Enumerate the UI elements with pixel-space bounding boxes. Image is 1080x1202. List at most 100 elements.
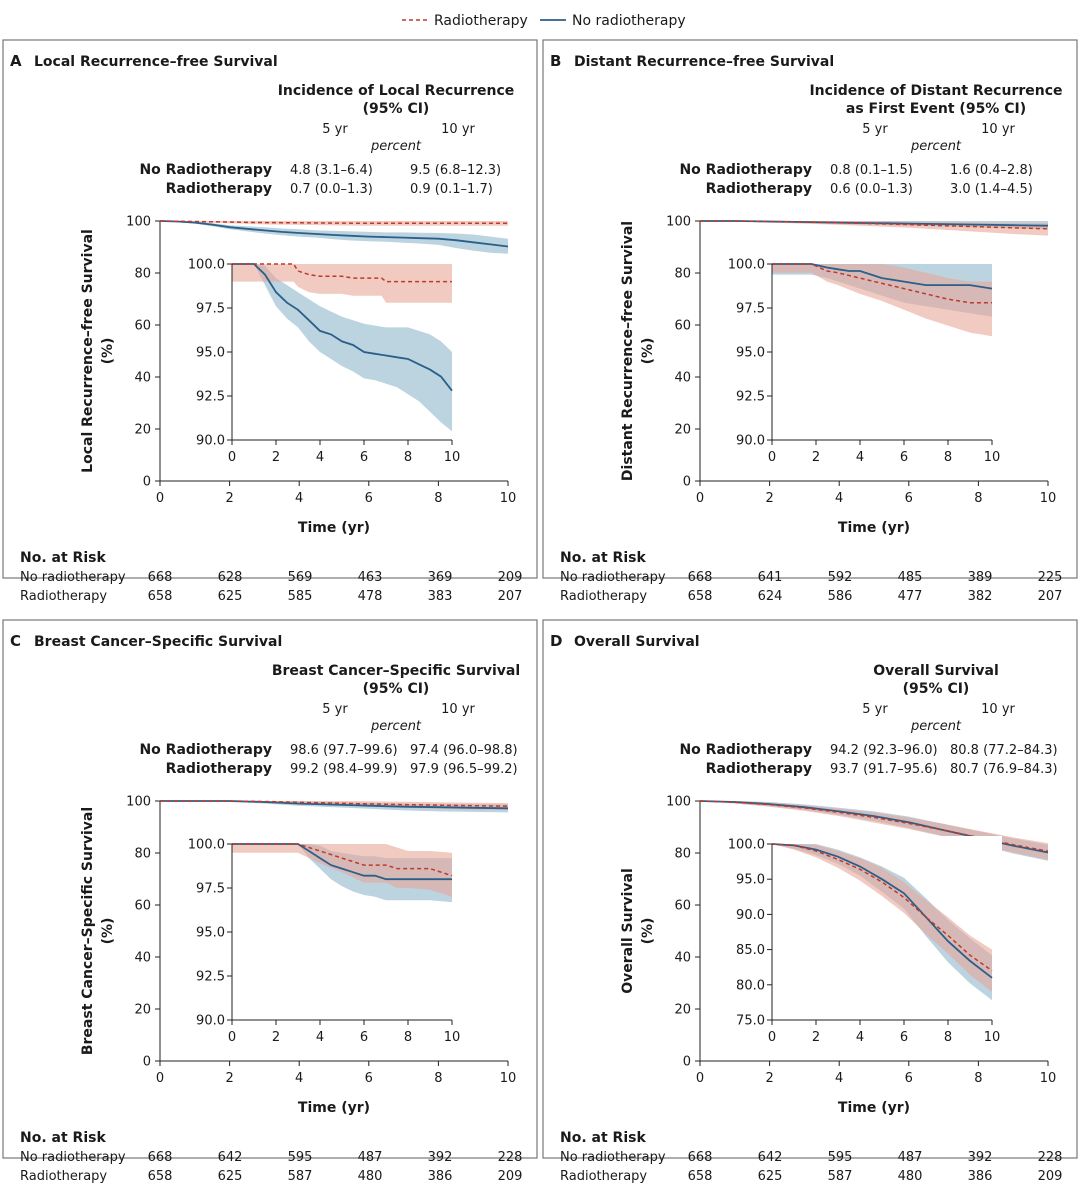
table-no-rt-10yr: 9.5 (6.8–12.3) [410,163,501,178]
risk-table: No. at Risk No radiotherapy Radiotherapy 66… [560,1130,1062,1184]
y-tick-label: 20 [134,423,151,438]
table-title-line1: Overall Survival [873,663,999,679]
x-tick-label: 10 [1040,1071,1057,1086]
inset-y-tick-label: 92.5 [196,390,225,405]
inset-y-tick-label: 100.0 [728,838,765,853]
main-ci-no-radiotherapy [160,221,508,254]
y-tick-label: 20 [674,423,691,438]
risk-no-rt-value: 595 [288,1150,313,1165]
risk-rt-value: 658 [688,589,713,604]
table-no-rt-10yr: 97.4 (96.0–98.8) [410,743,518,758]
inset-x-tick-label: 10 [984,1030,1001,1045]
risk-title: No. at Risk [560,550,646,566]
risk-no-rt-value: 369 [428,570,453,585]
risk-title: No. at Risk [560,1130,646,1146]
table-rt-10yr: 0.9 (0.1–1.7) [410,182,493,197]
inset-x-tick-label: 0 [768,1030,776,1045]
inset-line-radiotherapy [232,843,453,877]
legend-no-radiotherapy-label: No radiotherapy [572,13,686,29]
main-line-radiotherapy [159,220,508,225]
main-ci-radiotherapy [700,801,1048,860]
risk-rt-value: 587 [288,1169,313,1184]
risk-rt-value: 587 [828,1169,853,1184]
y-tick-label: 60 [674,899,691,914]
inset-x-tick-label: 4 [856,450,864,465]
table-rt-5yr: 93.7 (91.7–95.6) [830,762,938,777]
y-tick-label: 60 [134,319,151,334]
main-series [159,220,509,254]
y-tick-label: 40 [674,951,691,966]
inset-x-tick-label: 8 [944,450,952,465]
inset-y-tick-label: 90.0 [736,908,765,923]
risk-no-rt-value: 595 [828,1150,853,1165]
risk-rt-value: 480 [898,1169,923,1184]
x-tick-label: 8 [974,491,982,506]
risk-rt-value: 625 [218,1169,243,1184]
panel-letter: A [10,52,22,70]
inset-y-tick-label: 95.0 [736,346,765,361]
inset-x-tick-label: 10 [444,450,461,465]
risk-rt-value: 386 [968,1169,993,1184]
legend-radiotherapy-label: Radiotherapy [434,13,528,29]
y-axis-label: Local Recurrence–free Survival (%) [80,229,116,473]
risk-no-rt-value: 641 [758,570,783,585]
risk-no-rt-value: 392 [968,1150,993,1165]
table-row-no-radiotherapy: No Radiotherapy [139,742,272,758]
risk-row-no-radiotherapy: No radiotherapy [20,570,126,585]
y-axis-label-line2: (%) [640,338,656,365]
table-row-radiotherapy: Radiotherapy [706,181,812,197]
risk-row-no-radiotherapy: No radiotherapy [20,1150,126,1165]
risk-table: No. at Risk No radiotherapy Radiotherapy 66… [20,1130,522,1184]
table-row-radiotherapy: Radiotherapy [166,181,272,197]
risk-no-rt-value: 487 [898,1150,923,1165]
risk-no-rt-value: 487 [358,1150,383,1165]
inset-y-tick-label: 97.5 [196,302,225,317]
risk-rt-value: 386 [428,1169,453,1184]
risk-rt-value: 586 [828,589,853,604]
risk-no-rt-value: 642 [218,1150,243,1165]
risk-rt-value: 207 [498,589,523,604]
inset-x-tick-label: 6 [900,450,908,465]
inset-x-tick-label: 8 [404,1030,412,1045]
y-axis-label-line1: Breast Cancer–Specific Survival [80,807,96,1055]
risk-title: No. at Risk [20,1130,106,1146]
y-tick-label: 0 [143,475,151,490]
inset-y-tick-label: 95.0 [196,346,225,361]
inset-x-tick-label: 4 [856,1030,864,1045]
inset-x-tick-label: 10 [444,1030,461,1045]
risk-no-rt-value: 592 [828,570,853,585]
y-axis-label-line2: (%) [640,918,656,945]
x-axis-label: Time (yr) [838,520,910,536]
y-tick-label: 80 [134,847,151,862]
y-tick-label: 0 [683,475,691,490]
x-tick-label: 6 [365,491,373,506]
risk-row-radiotherapy: Radiotherapy [560,1169,647,1184]
x-tick-label: 6 [365,1071,373,1086]
risk-table: No. at Risk No radiotherapy Radiotherapy 66… [560,550,1062,604]
inset-ci-radiotherapy [232,264,452,303]
risk-title: No. at Risk [20,550,106,566]
risk-rt-value: 480 [358,1169,383,1184]
risk-no-rt-value: 642 [758,1150,783,1165]
table-title-line2: (95% CI) [363,101,430,117]
panel-a: A Local Recurrence–free SurvivalIncidence… [2,39,538,604]
y-axis-label-line1: Distant Recurrence–free Survival [620,221,636,481]
risk-rt-value: 382 [968,589,993,604]
table-title-line2: (95% CI) [363,681,430,697]
inset-y-tick-label: 92.5 [196,970,225,985]
table-title-line2: as First Event (95% CI) [846,101,1026,117]
y-tick-label: 60 [134,899,151,914]
x-tick-label: 10 [500,1071,517,1086]
table-percent: percent [910,139,962,154]
x-tick-label: 6 [905,491,913,506]
panel-border [2,619,538,1159]
x-tick-label: 2 [765,491,773,506]
y-axis-label: Overall Survival (%) [620,868,656,994]
table-rt-5yr: 0.7 (0.0–1.3) [290,182,373,197]
panel-title: Distant Recurrence–free Survival [574,54,834,70]
inset-ci-radiotherapy [772,844,992,992]
table-col-5yr: 5 yr [862,122,888,137]
